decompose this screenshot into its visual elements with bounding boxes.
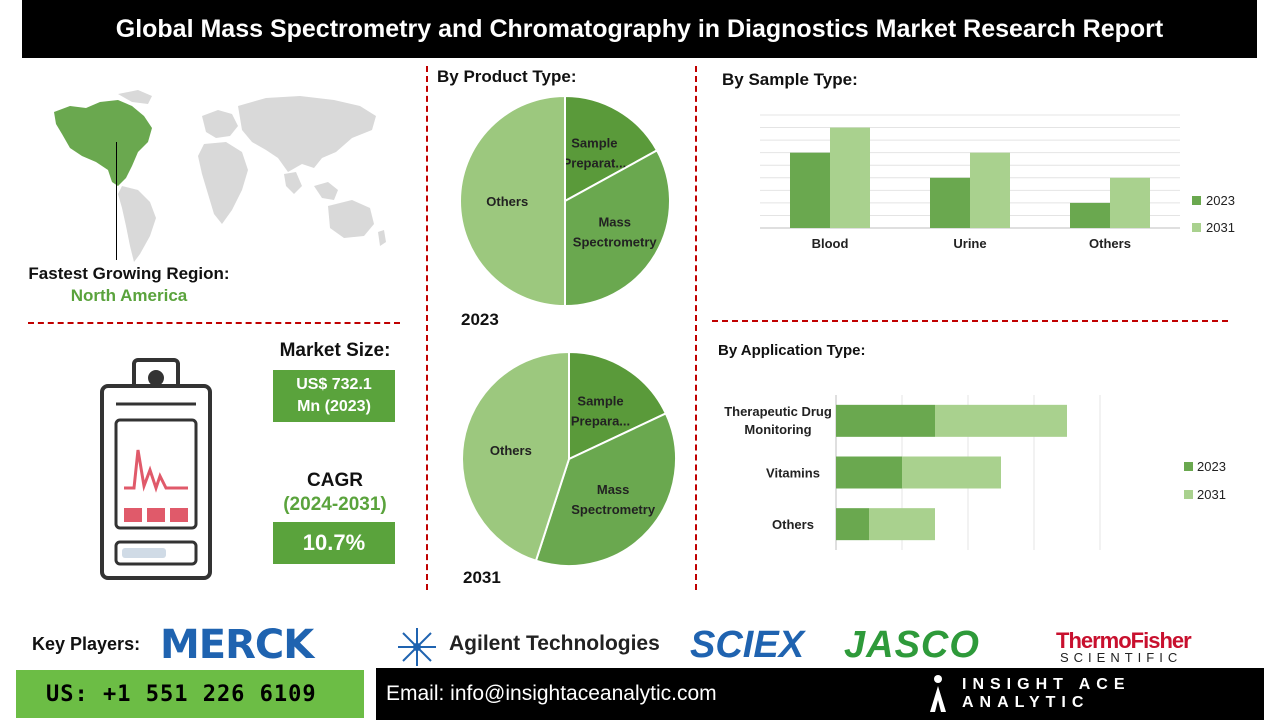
app-legend-swatch-1	[1184, 490, 1193, 499]
pie2023-label-1-b: Spectrometry	[573, 234, 658, 249]
sample-category-0: Blood	[812, 236, 849, 251]
brand-name: INSIGHT ACE ANALYTIC	[962, 676, 1131, 711]
phone-number: US: +1 551 226 6109	[16, 670, 364, 718]
application-type-bar-chart: Therapeutic Drug Monitoring Vitamins Others…	[724, 395, 1226, 550]
app-legend-label-1: 2031	[1197, 487, 1226, 502]
market-size-label: Market Size:	[279, 340, 391, 361]
insight-ace-logo-icon	[930, 675, 946, 712]
app-category-0-b: Monitoring	[744, 422, 811, 437]
pie2031-label-1-b: Spectrometry	[571, 502, 656, 517]
divider-left	[426, 66, 428, 590]
sample-bar-1-0	[930, 177, 970, 228]
sample-bar-2-0	[1070, 202, 1110, 228]
app-bar-2-1	[869, 508, 935, 541]
market-size-value: US$ 732.1 Mn (2023)	[273, 370, 395, 422]
app-legend-swatch-0	[1184, 462, 1193, 471]
sample-legend-label-0: 2023	[1206, 193, 1235, 208]
pie2023-label-1-a: Mass	[598, 214, 631, 229]
sample-category-2: Others	[1089, 236, 1131, 251]
pie2023-slice-1	[564, 149, 671, 308]
pie2023-label-0-b: Preparat...	[563, 155, 627, 170]
market-size-value-line2: Mn (2023)	[297, 398, 371, 415]
market-size-value-line1: US$ 732.1	[296, 376, 372, 393]
pie2023-slice-0	[564, 94, 659, 203]
app-bar-1-0	[836, 456, 902, 489]
agilent-spark-icon	[398, 628, 436, 666]
product-type-title: By Product Type:	[437, 67, 577, 86]
app-bar-0-1	[935, 404, 1067, 437]
app-legend-label-0: 2023	[1197, 459, 1226, 474]
key-players-label: Key Players:	[32, 634, 141, 654]
pie2031-label-1-a: Mass	[597, 482, 630, 497]
pie2031-slice-1	[534, 412, 677, 567]
pie2031-slice-2	[461, 350, 570, 563]
app-bar-0-0	[836, 404, 935, 437]
sample-bar-0-1	[830, 127, 870, 228]
sample-type-bar-chart: Blood Urine Others 2023 2031	[760, 114, 1235, 251]
pie2023-slice-2	[459, 94, 566, 308]
pie2031-label-0-b: Prepara...	[571, 413, 630, 428]
sample-bar-0-0	[790, 152, 830, 228]
app-bar-2-0	[836, 508, 869, 541]
region-pointer-line	[116, 142, 117, 260]
sample-legend-label-1: 2031	[1206, 220, 1235, 235]
spectrometer-device-icon	[100, 358, 212, 580]
cagr-label: CAGR	[307, 470, 363, 491]
sample-bar-2-1	[1110, 177, 1150, 228]
pie2031-label-2-a: Others	[490, 443, 532, 458]
product-pie-2023: Sample Preparat... Mass Spectrometry Others	[459, 94, 671, 308]
app-bar-1-1	[902, 456, 1001, 489]
pie2031-label-0-a: Sample	[577, 393, 623, 408]
jasco-logo: JASCO	[844, 624, 980, 666]
sample-bar-1-1	[970, 152, 1010, 228]
divider-right-horizontal	[712, 320, 1228, 322]
app-category-0-a: Therapeutic Drug	[724, 404, 832, 419]
page-title: Global Mass Spectrometry and Chromatogra…	[22, 0, 1257, 58]
sample-legend-swatch-0	[1192, 196, 1201, 205]
agilent-logo: Agilent Technologies	[449, 632, 660, 655]
cagr-value: 10.7%	[273, 522, 395, 564]
product-pie-2031-year: 2031	[463, 568, 501, 587]
sample-legend-swatch-1	[1192, 223, 1201, 232]
sample-category-1: Urine	[953, 236, 986, 251]
region-value: North America	[70, 286, 188, 305]
divider-right	[695, 66, 697, 590]
product-pie-2023-year: 2023	[461, 310, 499, 329]
sample-type-title: By Sample Type:	[722, 70, 858, 89]
email-address: Email: info@insightaceanalytic.com	[386, 682, 717, 705]
sciex-logo: SCIEX	[690, 624, 805, 666]
region-label: Fastest Growing Region:	[28, 264, 230, 283]
product-pie-2031: Sample Prepara... Mass Spectrometry Others	[461, 350, 677, 567]
pie2031-slice-0	[568, 350, 668, 461]
merck-logo: MERCK	[160, 622, 314, 668]
thermo-logo-line2: SCIENTIFIC	[1060, 650, 1183, 665]
pie2023-label-2-a: Others	[486, 194, 528, 209]
email-bar: Email: info@insightaceanalytic.com INSIG…	[376, 668, 1264, 720]
thermo-logo-line1: ThermoFisher	[1056, 628, 1192, 653]
application-type-title: By Application Type:	[718, 342, 866, 359]
cagr-years: (2024-2031)	[283, 494, 387, 515]
world-map-icon	[54, 90, 386, 262]
divider-left-horizontal	[28, 322, 400, 324]
app-category-2: Others	[772, 517, 814, 532]
app-category-1: Vitamins	[766, 466, 820, 481]
pie2023-label-0-a: Sample	[571, 135, 617, 150]
